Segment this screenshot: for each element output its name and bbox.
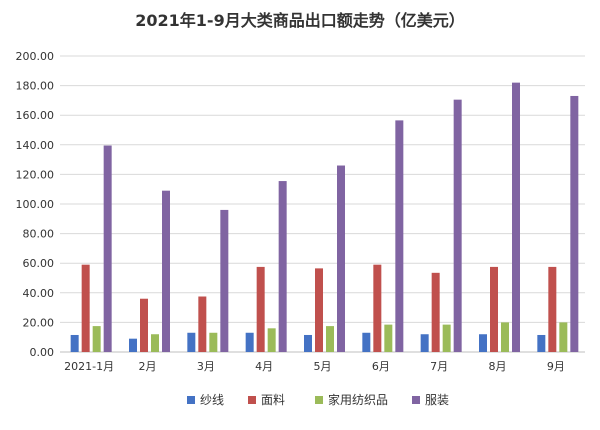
legend-swatch	[248, 396, 256, 404]
bar	[490, 266, 498, 352]
bar	[501, 322, 509, 352]
y-tick-label: 120.00	[16, 168, 55, 181]
bar	[559, 322, 568, 352]
bar	[512, 82, 520, 352]
bar	[140, 298, 148, 352]
y-tick-label: 200.00	[16, 50, 55, 63]
bar	[537, 334, 546, 352]
bar	[245, 332, 254, 352]
x-tick-label: 7月	[430, 360, 448, 373]
bar	[326, 326, 334, 352]
bar	[278, 181, 287, 352]
bar	[209, 332, 218, 352]
bar	[256, 266, 265, 352]
bar	[81, 264, 90, 352]
y-axis-ticks: 0.00 20.00 40.00 60.00 80.00 100.00 120.00 140.…	[16, 50, 55, 359]
bar	[304, 334, 312, 352]
y-tick-label: 100.00	[16, 198, 55, 211]
bar	[453, 99, 462, 352]
x-tick-label: 2月	[139, 360, 157, 373]
legend-swatch	[187, 396, 195, 404]
x-tick-label: 2021-1月	[64, 360, 114, 373]
legend-swatch	[412, 396, 420, 404]
bar	[103, 145, 112, 352]
bar	[384, 324, 393, 352]
x-tick-label: 8月	[489, 360, 507, 373]
bars	[70, 82, 579, 353]
x-tick-label: 4月	[255, 360, 273, 373]
bar	[442, 324, 451, 352]
bar	[315, 268, 323, 352]
bar	[548, 266, 557, 352]
legend-label: 面料	[261, 393, 285, 407]
bar	[267, 328, 276, 352]
y-tick-label: 140.00	[16, 139, 55, 152]
y-tick-label: 20.00	[23, 316, 55, 329]
legend-label: 纱线	[200, 393, 224, 407]
bar	[431, 272, 440, 352]
bar	[420, 334, 429, 352]
bar	[395, 120, 404, 352]
x-tick-label: 9月	[547, 360, 565, 373]
bar	[198, 296, 207, 352]
y-tick-label: 160.00	[16, 109, 55, 122]
x-tick-label: 3月	[197, 360, 215, 373]
x-tick-label: 6月	[372, 360, 390, 373]
bar	[220, 209, 229, 352]
legend-swatch	[315, 396, 323, 404]
legend-label: 家用纺织品	[328, 392, 388, 407]
legend: 纱线 面料 家用纺织品 服装	[187, 392, 449, 407]
chart-title: 2021年1-9月大类商品出口额走势（亿美元）	[135, 11, 464, 30]
bar	[362, 332, 371, 352]
bar	[151, 334, 159, 352]
x-axis-ticks: 2021-1月 2月 3月 4月 5月 6月 7月 8月 9月	[64, 360, 565, 373]
bar	[162, 190, 170, 352]
bar	[129, 338, 137, 352]
bar	[570, 95, 579, 353]
bar	[373, 264, 382, 352]
legend-label: 服装	[425, 393, 449, 407]
bar	[92, 326, 101, 352]
bar	[479, 334, 487, 352]
y-tick-label: 40.00	[23, 287, 55, 300]
bar	[187, 332, 196, 352]
bar	[337, 165, 345, 352]
y-tick-label: 0.00	[30, 346, 55, 359]
x-tick-label: 5月	[314, 360, 332, 373]
y-tick-label: 180.00	[16, 80, 55, 93]
bar	[70, 334, 79, 352]
y-tick-label: 80.00	[23, 228, 55, 241]
y-tick-label: 60.00	[23, 257, 55, 270]
